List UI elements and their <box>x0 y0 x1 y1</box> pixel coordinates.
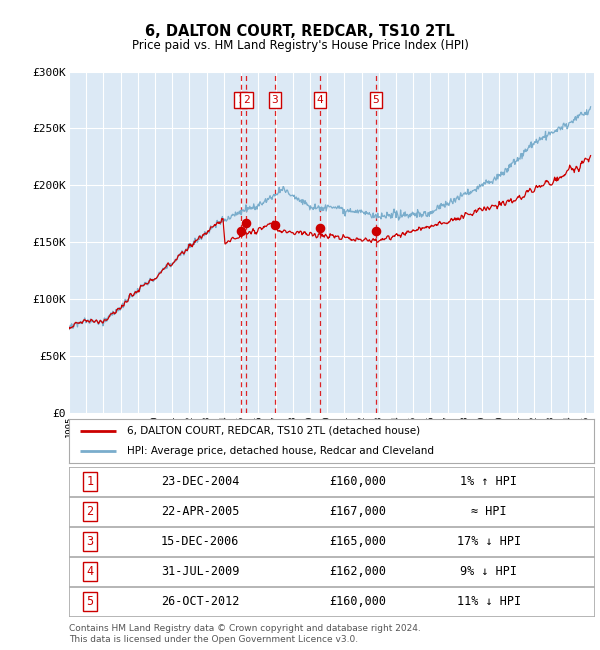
Text: 26-OCT-2012: 26-OCT-2012 <box>161 595 239 608</box>
Text: 9% ↓ HPI: 9% ↓ HPI <box>461 565 517 578</box>
Point <box>315 224 325 234</box>
Text: 4: 4 <box>317 95 323 105</box>
Point <box>270 220 280 230</box>
Text: 1: 1 <box>86 475 94 488</box>
Text: 22-APR-2005: 22-APR-2005 <box>161 505 239 518</box>
Point <box>242 218 251 228</box>
Point <box>236 226 245 236</box>
Text: £160,000: £160,000 <box>329 595 386 608</box>
Text: 1: 1 <box>237 95 244 105</box>
Text: 5: 5 <box>373 95 379 105</box>
Text: 2: 2 <box>243 95 250 105</box>
Text: 23-DEC-2004: 23-DEC-2004 <box>161 475 239 488</box>
Text: ≈ HPI: ≈ HPI <box>471 505 507 518</box>
Text: 11% ↓ HPI: 11% ↓ HPI <box>457 595 521 608</box>
Point <box>371 226 380 236</box>
Text: £160,000: £160,000 <box>329 475 386 488</box>
Text: 5: 5 <box>86 595 94 608</box>
Text: 6, DALTON COURT, REDCAR, TS10 2TL (detached house): 6, DALTON COURT, REDCAR, TS10 2TL (detac… <box>127 426 420 436</box>
Text: 17% ↓ HPI: 17% ↓ HPI <box>457 535 521 548</box>
Text: 2: 2 <box>86 505 94 518</box>
Text: 4: 4 <box>86 565 94 578</box>
Text: 3: 3 <box>272 95 278 105</box>
Text: 3: 3 <box>86 535 94 548</box>
Text: HPI: Average price, detached house, Redcar and Cleveland: HPI: Average price, detached house, Redc… <box>127 446 434 456</box>
Text: £165,000: £165,000 <box>329 535 386 548</box>
Text: 15-DEC-2006: 15-DEC-2006 <box>161 535 239 548</box>
Text: Price paid vs. HM Land Registry's House Price Index (HPI): Price paid vs. HM Land Registry's House … <box>131 39 469 52</box>
Text: £167,000: £167,000 <box>329 505 386 518</box>
Text: £162,000: £162,000 <box>329 565 386 578</box>
Text: 31-JUL-2009: 31-JUL-2009 <box>161 565 239 578</box>
Text: 1% ↑ HPI: 1% ↑ HPI <box>461 475 517 488</box>
Text: Contains HM Land Registry data © Crown copyright and database right 2024.
This d: Contains HM Land Registry data © Crown c… <box>69 624 421 644</box>
Text: 6, DALTON COURT, REDCAR, TS10 2TL: 6, DALTON COURT, REDCAR, TS10 2TL <box>145 24 455 39</box>
